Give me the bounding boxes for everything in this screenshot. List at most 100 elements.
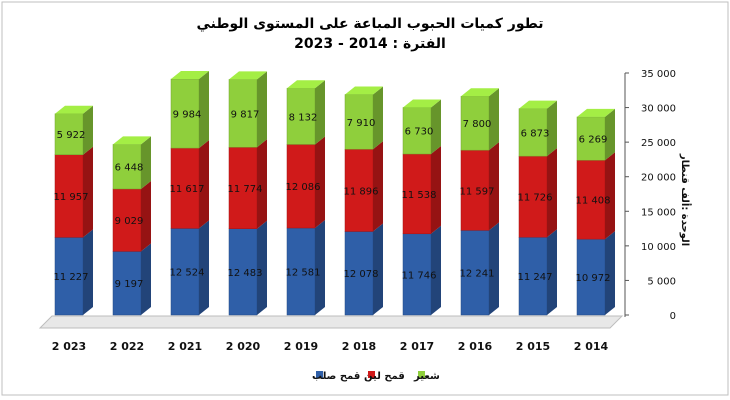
bar-segment-side <box>489 222 499 315</box>
bar-segment-side <box>83 229 93 315</box>
bar-segment-side <box>141 136 151 189</box>
bar-top <box>345 86 383 95</box>
y-tick-label: 20 000 <box>641 173 676 184</box>
bar-segment-side <box>373 86 383 150</box>
y-tick-label: 15 000 <box>641 207 676 218</box>
data-label: 7 800 <box>463 119 492 130</box>
bar-segment <box>228 147 258 229</box>
bar-segment-side <box>199 71 209 149</box>
bar-segment <box>112 144 142 190</box>
data-label: 8 132 <box>289 112 318 123</box>
bar-segment-side <box>83 105 93 155</box>
data-label: 11 746 <box>402 270 437 281</box>
y-axis-label: الوحدة :ألف قنطار <box>679 153 692 246</box>
data-label: 9 197 <box>115 279 144 290</box>
bar-segment <box>344 148 374 232</box>
bar-segment-side <box>605 152 615 240</box>
legend-label: شعير <box>413 371 440 382</box>
bar-segment <box>460 230 490 316</box>
bar-segment-side <box>141 243 151 315</box>
y-tick-label: 0 <box>670 311 676 322</box>
bar-segment-side <box>199 220 209 315</box>
bar-segment-side <box>315 80 325 145</box>
data-label: 11 597 <box>460 186 495 197</box>
bar-segment-side <box>141 180 151 252</box>
data-label: 12 581 <box>286 268 321 279</box>
bar-segment-side <box>315 136 325 229</box>
y-tick-label: 35 000 <box>641 69 676 80</box>
bar-segment <box>402 153 432 235</box>
bar-segment-side <box>257 71 267 148</box>
bar-segment <box>170 228 200 316</box>
data-label: 11 408 <box>576 196 611 207</box>
bar-segment-side <box>373 141 383 232</box>
bar-segment <box>286 227 316 316</box>
data-label: 6 448 <box>115 163 144 174</box>
x-tick-label: 2 017 <box>400 340 434 353</box>
bar-segment <box>286 144 316 229</box>
bar-top <box>113 136 151 145</box>
bar-segment <box>228 228 258 316</box>
x-tick-label: 2 016 <box>458 340 493 353</box>
data-label: 11 617 <box>170 184 205 195</box>
data-label: 9 984 <box>173 110 202 121</box>
y-tick-label: 25 000 <box>641 138 676 149</box>
bar-top <box>287 80 325 89</box>
bar-top <box>229 71 267 80</box>
x-tick-label: 2 022 <box>110 340 144 353</box>
data-label: 7 910 <box>347 118 376 129</box>
bar-segment <box>460 149 490 231</box>
bar-segment <box>170 78 200 149</box>
bar-segment <box>344 94 374 150</box>
chart-floor <box>38 315 624 329</box>
x-tick-label: 2 023 <box>52 340 86 353</box>
data-label: 10 972 <box>576 273 611 284</box>
data-label: 12 078 <box>344 269 379 280</box>
data-label: 11 896 <box>344 186 379 197</box>
bar-segment <box>518 155 548 238</box>
data-label: 6 730 <box>405 127 434 138</box>
data-label: 9 029 <box>115 216 144 227</box>
data-label: 11 774 <box>228 184 263 195</box>
bar-segment-side <box>315 220 325 315</box>
bar-segment <box>228 79 258 148</box>
bar-segment-side <box>547 148 557 238</box>
data-label: 6 873 <box>521 128 550 139</box>
y-tick-label: 5 000 <box>647 276 676 287</box>
bar-segment-side <box>257 139 267 229</box>
y-tick-label: 30 000 <box>641 104 676 115</box>
bar-segment <box>576 160 606 240</box>
legend: قمح صلب قمح لين شعير <box>312 371 440 382</box>
data-label: 5 922 <box>57 130 86 141</box>
bar-segment-side <box>605 231 615 315</box>
x-tick-label: 2 018 <box>342 340 376 353</box>
legend-label: قمح لين <box>364 371 405 382</box>
chart-title-line1: تطور كميات الحبوب المباعة على المستوى ال… <box>196 16 543 32</box>
data-label: 11 247 <box>518 272 553 283</box>
data-label: 9 817 <box>231 109 260 120</box>
bar-segment-side <box>257 220 267 315</box>
bar-segment <box>170 147 200 229</box>
bar-segment <box>576 116 606 161</box>
bar-segment-side <box>431 225 441 315</box>
data-label: 12 086 <box>286 182 321 193</box>
bar-segment-side <box>373 223 383 315</box>
bar-top <box>171 71 209 80</box>
bar-segment-side <box>547 229 557 315</box>
bar-segment-side <box>489 142 499 231</box>
bar-segment-side <box>199 140 209 229</box>
legend-label: قمح صلب <box>312 371 360 382</box>
bar-segment <box>576 238 606 316</box>
data-label: 12 483 <box>228 268 263 279</box>
data-label: 6 269 <box>579 135 608 146</box>
data-label: 11 538 <box>402 190 437 201</box>
data-label: 12 241 <box>460 269 495 280</box>
bar-segment-side <box>547 100 557 157</box>
y-tick-label: 10 000 <box>641 242 676 253</box>
x-tick-label: 2 015 <box>516 340 550 353</box>
x-tick-label: 2 020 <box>226 340 261 353</box>
bar-segment <box>518 236 548 316</box>
data-label: 12 524 <box>170 268 205 279</box>
x-tick-label: 2 021 <box>168 340 202 353</box>
